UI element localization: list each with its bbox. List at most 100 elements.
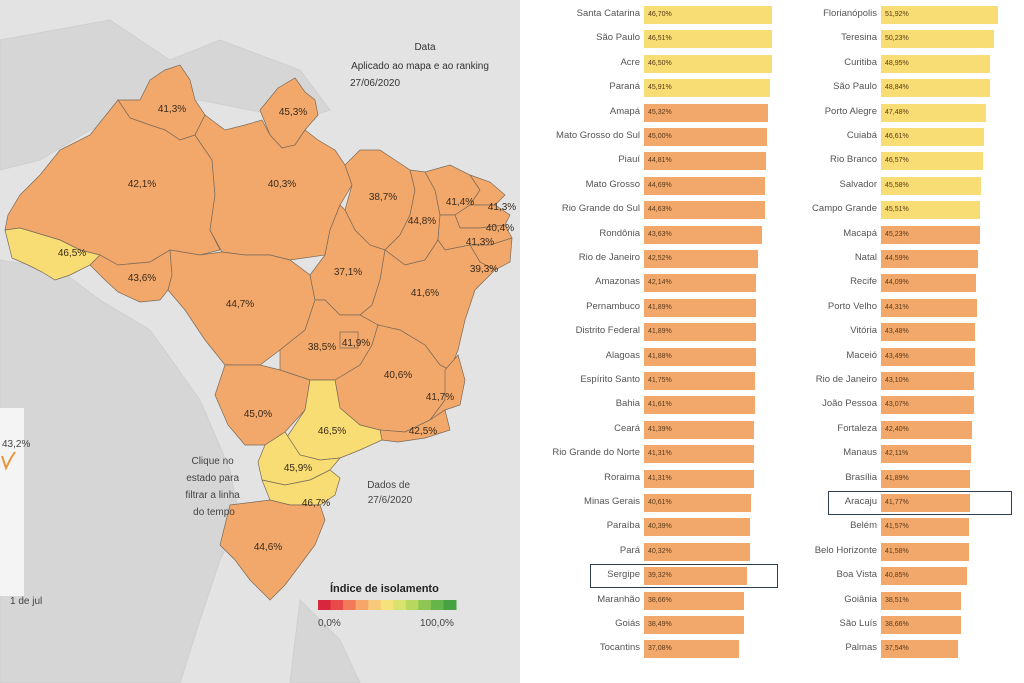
ranking-row[interactable]: Roraima 41,31% (520, 469, 790, 488)
ranking-row[interactable]: Vitória 43,48% (785, 323, 1024, 342)
ranking-bar[interactable]: 46,70% (644, 6, 773, 24)
ranking-row[interactable]: Boa Vista 40,85% (785, 567, 1024, 586)
ranking-row[interactable]: Amazonas 42,14% (520, 274, 790, 293)
ranking-bar[interactable]: 41,57% (881, 518, 970, 537)
ranking-row[interactable]: Rio Grande do Norte 41,31% (520, 445, 790, 464)
ranking-bar[interactable]: 43,63% (644, 225, 762, 244)
ranking-row[interactable]: Bahia 41,61% (520, 396, 790, 415)
ranking-bar[interactable]: 41,58% (881, 542, 970, 561)
ranking-row[interactable]: Macapá 45,23% (785, 225, 1024, 244)
ranking-row[interactable]: Rio de Janeiro 42,52% (520, 250, 790, 268)
ranking-bar[interactable]: 45,91% (644, 79, 770, 98)
ranking-bar[interactable]: 42,40% (881, 420, 972, 439)
ranking-row[interactable]: Palmas 37,54% (785, 640, 1024, 659)
ranking-row[interactable]: Rio Grande do Sul 44,63% (520, 201, 790, 220)
ranking-row[interactable]: Pará 40,32% (520, 542, 790, 561)
ranking-row[interactable]: Pernambuco 41,89% (520, 298, 790, 317)
ranking-row[interactable]: Mato Grosso 44,69% (520, 176, 790, 195)
ranking-row[interactable]: São Luís 38,66% (785, 616, 1024, 634)
ranking-bar[interactable]: 39,32% (644, 567, 747, 586)
ranking-row[interactable]: Teresina 50,23% (785, 30, 1024, 49)
ranking-bar[interactable]: 46,51% (644, 30, 772, 49)
ranking-bar[interactable]: 41,89% (881, 469, 971, 488)
ranking-bar[interactable]: 41,31% (644, 445, 754, 464)
ranking-bar[interactable]: 44,69% (644, 176, 766, 195)
ranking-bar[interactable]: 42,52% (644, 250, 758, 268)
ranking-bar[interactable]: 38,66% (644, 591, 745, 610)
ranking-bar[interactable]: 38,49% (644, 616, 744, 634)
ranking-row[interactable]: São Paulo 48,84% (785, 79, 1024, 98)
ranking-row[interactable]: Natal 44,59% (785, 250, 1024, 268)
ranking-row[interactable]: Rio de Janeiro 43,10% (785, 372, 1024, 390)
ranking-row[interactable]: Espírito Santo 41,75% (520, 372, 790, 390)
ranking-bar[interactable]: 40,61% (644, 494, 752, 512)
ranking-bar[interactable]: 51,92% (881, 6, 999, 24)
ranking-bar[interactable]: 38,51% (881, 591, 961, 610)
ranking-row[interactable]: Goiânia 38,51% (785, 591, 1024, 610)
ranking-row[interactable]: João Pessoa 43,07% (785, 396, 1024, 415)
state-rs[interactable] (219, 499, 326, 601)
ranking-bar[interactable]: 44,81% (644, 152, 766, 171)
ranking-row[interactable]: Belo Horizonte 41,58% (785, 542, 1024, 561)
ranking-row[interactable]: Minas Gerais 40,61% (520, 494, 790, 512)
ranking-row[interactable]: Brasília 41,89% (785, 469, 1024, 488)
ranking-row[interactable]: Belém 41,57% (785, 518, 1024, 537)
state-ac[interactable] (4, 227, 101, 281)
ranking-row[interactable]: Mato Grosso do Sul 45,00% (520, 128, 790, 146)
ranking-bar[interactable]: 41,89% (644, 298, 756, 317)
timeline-panel[interactable] (0, 408, 24, 596)
ranking-row[interactable]: Florianópolis 51,92% (785, 6, 1024, 24)
ranking-bar[interactable]: 44,31% (881, 298, 978, 317)
state-ro[interactable] (89, 249, 173, 303)
ranking-row[interactable]: Rondônia 43,63% (520, 225, 790, 244)
ranking-bar[interactable]: 41,31% (644, 469, 754, 488)
ranking-row[interactable]: Amapá 45,32% (520, 103, 790, 122)
ranking-row[interactable]: Recife 44,09% (785, 274, 1024, 293)
ranking-bar[interactable]: 40,32% (644, 542, 751, 561)
ranking-row[interactable]: Porto Alegre 47,48% (785, 103, 1024, 122)
ranking-bar[interactable]: 41,88% (644, 347, 756, 366)
ranking-bar[interactable]: 43,07% (881, 396, 974, 415)
ranking-row[interactable]: Acre 46,50% (520, 54, 790, 73)
ranking-row[interactable]: Manaus 42,11% (785, 445, 1024, 464)
ranking-bar[interactable]: 38,66% (881, 616, 962, 634)
ranking-row[interactable]: Tocantins 37,08% (520, 640, 790, 659)
ranking-row[interactable]: Distrito Federal 41,89% (520, 323, 790, 342)
ranking-row[interactable]: Curitiba 48,95% (785, 54, 1024, 73)
ranking-bar[interactable]: 37,08% (644, 640, 739, 659)
ranking-bar[interactable]: 48,95% (881, 54, 991, 73)
ranking-bar[interactable]: 40,39% (644, 518, 751, 537)
ranking-row[interactable]: Paraná 45,91% (520, 79, 790, 98)
ranking-bar[interactable]: 43,10% (881, 372, 974, 390)
state-es[interactable] (429, 354, 466, 421)
ranking-bar[interactable]: 46,61% (881, 128, 984, 146)
ranking-bar[interactable]: 43,49% (881, 347, 975, 366)
ranking-row[interactable]: Cuiabá 46,61% (785, 128, 1024, 146)
ranking-bar[interactable]: 41,61% (644, 396, 755, 415)
ranking-bar[interactable]: 50,23% (881, 30, 994, 49)
ranking-bar[interactable]: 46,57% (881, 152, 984, 171)
ranking-bar[interactable]: 45,51% (881, 201, 981, 220)
ranking-bar[interactable]: 44,09% (881, 274, 977, 293)
ranking-row[interactable]: Alagoas 41,88% (520, 347, 790, 366)
ranking-bar[interactable]: 45,23% (881, 225, 980, 244)
ranking-row[interactable]: Ceará 41,39% (520, 420, 790, 439)
ranking-bar[interactable]: 43,48% (881, 323, 975, 342)
ranking-bar[interactable]: 45,00% (644, 128, 767, 146)
ranking-row[interactable]: Salvador 45,58% (785, 176, 1024, 195)
ranking-bar[interactable]: 42,14% (644, 274, 757, 293)
ranking-bar[interactable]: 41,75% (644, 372, 756, 390)
ranking-row[interactable]: Aracaju 41,77% (785, 494, 1024, 512)
ranking-bar[interactable]: 44,59% (881, 250, 978, 268)
state-df[interactable] (339, 331, 359, 349)
state-rj[interactable] (379, 409, 451, 443)
ranking-bar[interactable]: 37,54% (881, 640, 959, 659)
ranking-row[interactable]: Campo Grande 45,51% (785, 201, 1024, 220)
ranking-bar[interactable]: 45,58% (881, 176, 981, 195)
ranking-bar[interactable]: 41,77% (881, 494, 970, 512)
ranking-bar[interactable]: 47,48% (881, 103, 986, 122)
ranking-row[interactable]: Piauí 44,81% (520, 152, 790, 171)
ranking-bar[interactable]: 46,50% (644, 54, 772, 73)
ranking-bar[interactable]: 45,32% (644, 103, 768, 122)
ranking-bar[interactable]: 41,89% (644, 323, 756, 342)
